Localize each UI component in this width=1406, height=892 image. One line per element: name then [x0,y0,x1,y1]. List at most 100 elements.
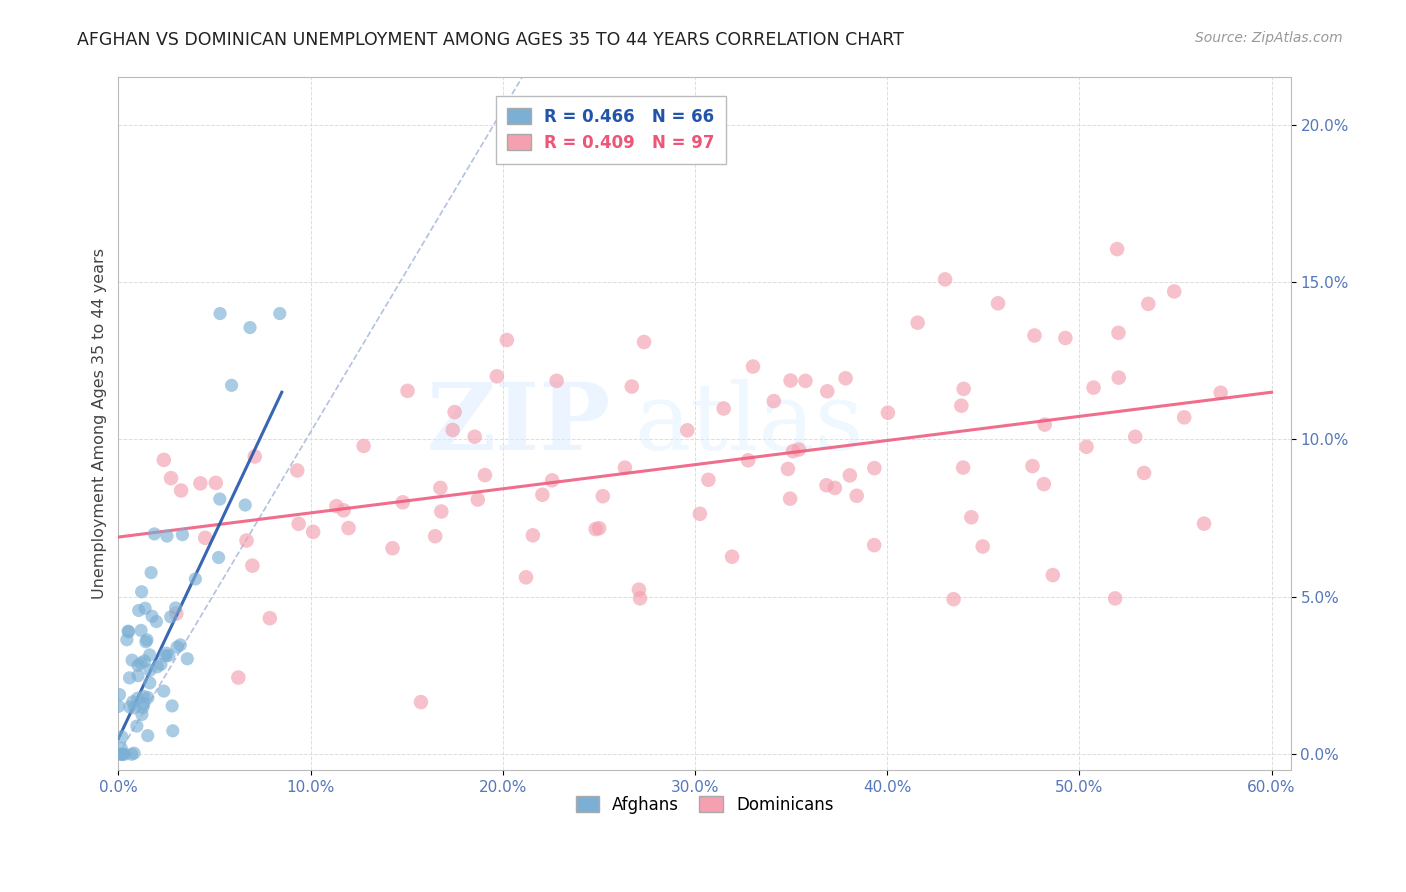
Point [221,378,243,392]
Point [834,371,856,385]
Point [1083,381,1105,395]
Point [522,528,544,542]
Point [613,460,636,475]
Text: ZIP: ZIP [426,379,610,468]
Point [134,601,156,615]
Point [742,359,765,374]
Point [129,624,152,638]
Point [1163,285,1185,299]
Point [165,601,187,615]
Point [160,471,183,485]
Point [409,695,432,709]
Point [1032,477,1054,491]
Point [425,529,447,543]
Point [588,521,610,535]
Text: Source: ZipAtlas.com: Source: ZipAtlas.com [1195,31,1343,45]
Point [1209,385,1232,400]
Point [239,320,262,334]
Point [131,707,153,722]
Point [194,531,217,545]
Point [1033,417,1056,432]
Point [152,684,174,698]
Point [127,691,149,706]
Point [1108,370,1130,384]
Point [1054,331,1077,345]
Point [157,648,180,663]
Point [585,522,607,536]
Point [136,632,159,647]
Point [134,654,156,668]
Point [176,652,198,666]
Point [207,550,229,565]
Point [118,671,141,685]
Point [302,524,325,539]
Point [122,746,145,760]
Text: atlas: atlas [634,379,863,468]
Point [235,533,257,548]
Point [156,529,179,543]
Point [794,374,817,388]
Point [952,382,974,396]
Point [863,538,886,552]
Point [233,498,256,512]
Point [127,658,149,673]
Point [1104,591,1126,606]
Point [285,463,308,477]
Point [325,499,347,513]
Point [135,634,157,648]
Point [824,481,846,495]
Point [204,475,226,490]
Point [115,632,138,647]
Point [620,379,643,393]
Point [121,747,143,762]
Point [782,444,804,458]
Point [128,603,150,617]
Point [443,405,465,419]
Point [1107,326,1129,340]
Point [110,747,132,762]
Point [287,516,309,531]
Point [159,610,181,624]
Point [166,640,188,654]
Point [132,700,155,714]
Point [391,495,413,509]
Point [170,483,193,498]
Point [190,476,212,491]
Y-axis label: Unemployment Among Ages 35 to 44 years: Unemployment Among Ages 35 to 44 years [93,248,107,599]
Point [1042,568,1064,582]
Point [737,453,759,467]
Point [111,730,134,744]
Point [907,316,929,330]
Point [1137,297,1160,311]
Point [117,624,139,639]
Point [713,401,735,416]
Point [721,549,744,564]
Point [353,439,375,453]
Point [121,695,143,709]
Point [131,584,153,599]
Point [762,394,785,409]
Point [815,478,838,492]
Point [467,492,489,507]
Point [952,460,974,475]
Point [541,473,564,487]
Point [942,592,965,607]
Point [676,423,699,437]
Point [531,488,554,502]
Point [132,697,155,711]
Point [485,369,508,384]
Point [1192,516,1215,531]
Point [209,307,232,321]
Point [1076,440,1098,454]
Point [121,653,143,667]
Point [259,611,281,625]
Point [960,510,983,524]
Point [124,700,146,714]
Point [464,430,486,444]
Point [430,504,453,518]
Point [117,624,139,639]
Point [228,671,250,685]
Point [110,747,132,762]
Point [169,638,191,652]
Point [139,566,162,580]
